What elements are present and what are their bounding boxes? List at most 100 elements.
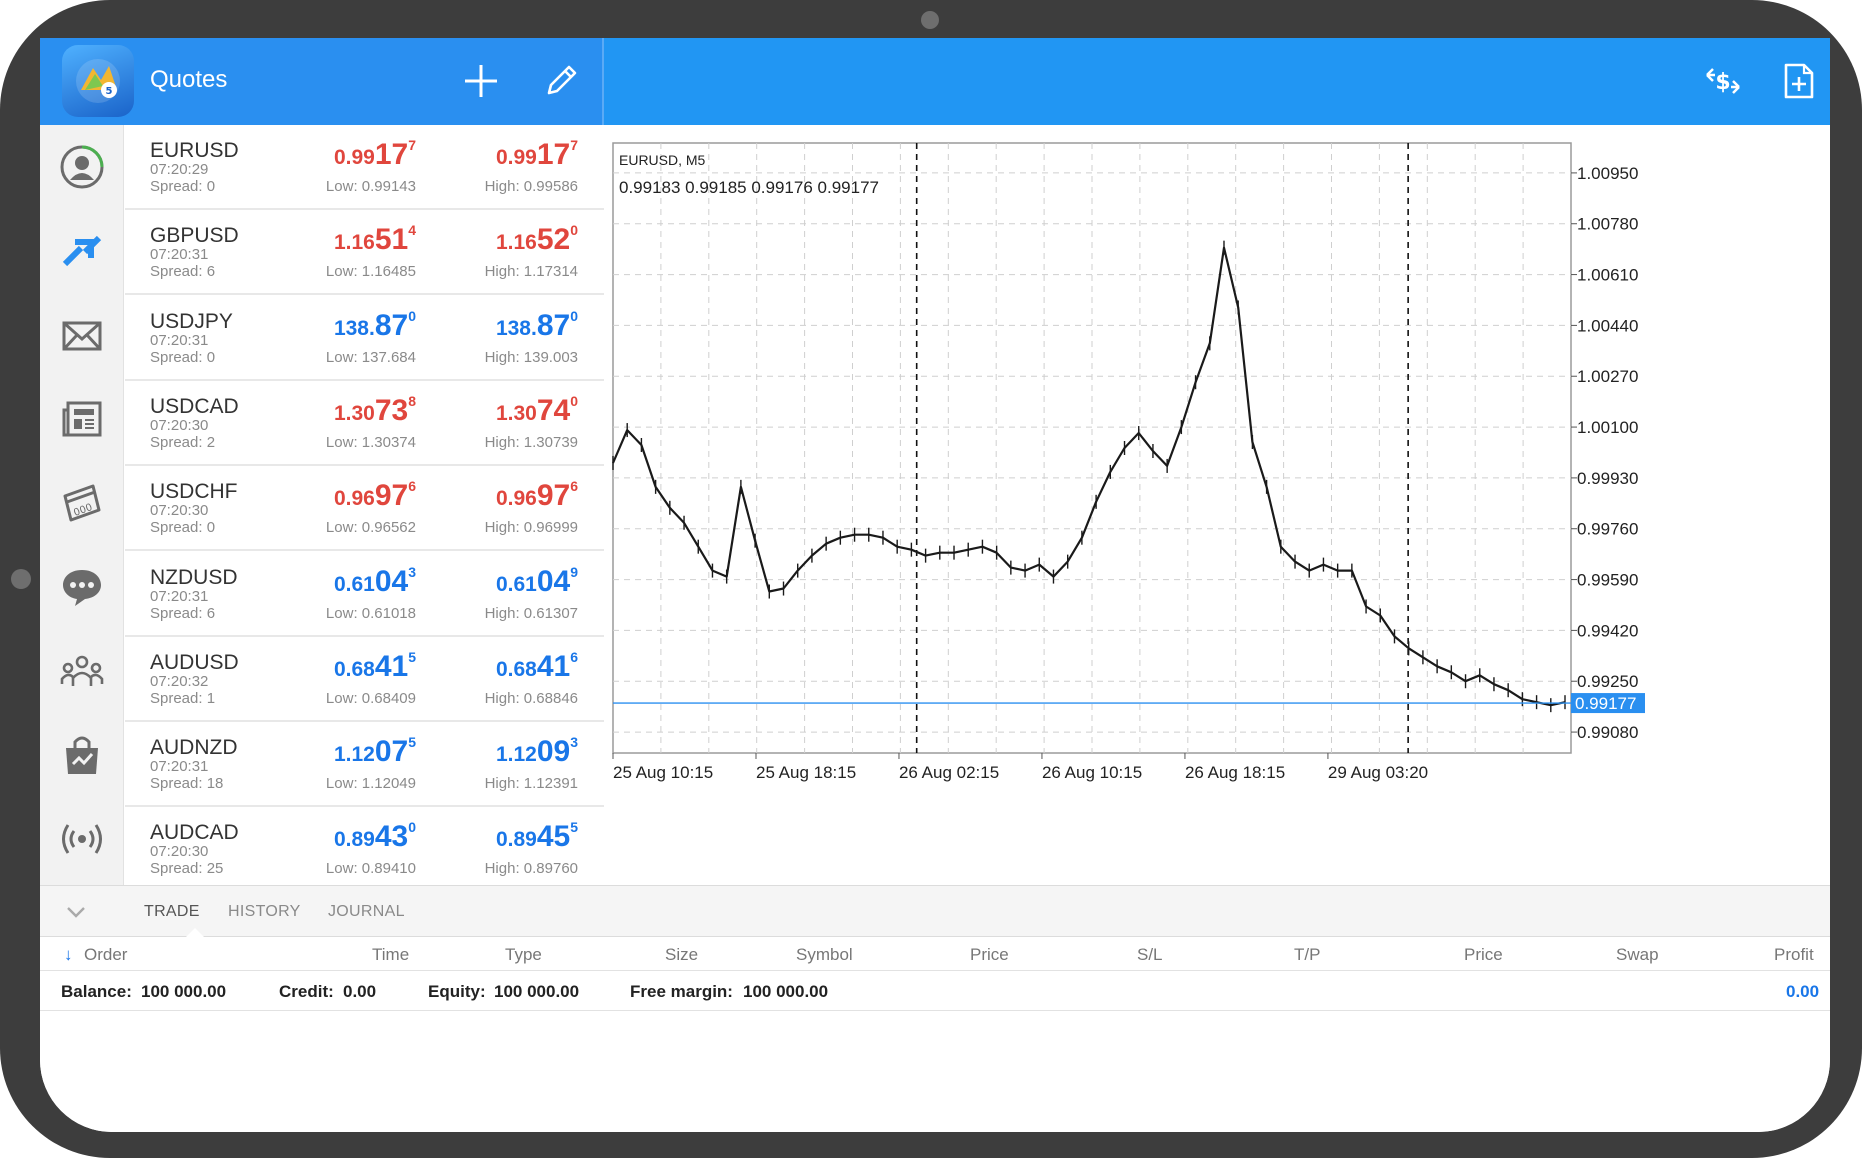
app-logo[interactable]: 5 [62, 45, 134, 117]
ask-price-prefix: 0.99 [495, 146, 537, 169]
quote-time: 07:20:31 [150, 246, 209, 264]
bid-price-pip: 5 [408, 734, 416, 751]
nav-market[interactable] [40, 713, 124, 797]
toolbox-panel: TRADE HISTORY JOURNAL ↓ Order Time Type … [40, 885, 1830, 1132]
column-current-price[interactable]: Price [1464, 945, 1503, 964]
y-tick-label: 0.99420 [1577, 621, 1638, 640]
nav-accounts[interactable] [40, 125, 124, 209]
quote-row[interactable]: USDCHF 07:20:30 Spread: 0 0.96976 0.96976 Low… [125, 466, 604, 552]
bid-price-pip: 3 [408, 563, 416, 580]
quote-spread: Spread: 25 [150, 860, 224, 878]
bid-price-big: 87 [374, 308, 409, 342]
tab-trade[interactable]: TRADE [144, 903, 200, 920]
new-order-button[interactable] [1775, 58, 1821, 104]
y-tick-label: 0.99080 [1577, 723, 1638, 742]
y-tick-label: 1.00780 [1577, 215, 1638, 234]
symbol-name: USDCHF [150, 480, 238, 504]
quote-row[interactable]: AUDCAD 07:20:30 Spread: 25 0.89430 0.89455 Lo… [125, 807, 604, 885]
bid-price-prefix: 1.30 [333, 401, 375, 425]
ask-price-prefix: 0.68 [495, 657, 537, 681]
quote-time: 07:20:31 [150, 331, 209, 349]
metatrader-logo-icon: 5 [76, 59, 120, 103]
ask-price-prefix: 1.30 [495, 401, 537, 425]
quote-spread: Spread: 6 [150, 263, 216, 281]
quote-row[interactable]: EURUSD 07:20:29 Spread: 0 0.99177 0.99177 Low… [125, 125, 604, 210]
symbol-name: USDCAD [150, 394, 239, 418]
nav-quotes[interactable] [40, 209, 124, 293]
nav-signals[interactable] [40, 797, 124, 881]
add-symbol-button[interactable] [458, 58, 504, 104]
balance-label: Balance: [61, 982, 132, 1001]
quote-high: High: 0.96999 [484, 519, 578, 537]
edit-button[interactable] [538, 58, 584, 104]
x-tick-label: 25 Aug 18:15 [756, 763, 856, 782]
bid-price-big: 07 [374, 735, 409, 769]
column-price[interactable]: Price [970, 945, 1009, 964]
column-type[interactable]: Type [505, 945, 542, 964]
tab-history[interactable]: HISTORY [228, 903, 301, 920]
quote-spread: Spread: 6 [150, 604, 216, 622]
nav-chat[interactable] [40, 545, 124, 629]
quote-spread: Spread: 0 [150, 519, 216, 537]
column-profit[interactable]: Profit [1774, 945, 1814, 964]
account-summary-row[interactable]: Balance: 100 000.00 Credit: 0.00 Equity:… [40, 971, 1830, 1011]
quote-low: Low: 0.96562 [325, 519, 416, 537]
quote-spread: Spread: 18 [150, 775, 224, 793]
ask-price-pip: 9 [570, 563, 578, 580]
nav-calendar[interactable]: 000 [40, 461, 124, 545]
bid-price-big: 17 [374, 138, 409, 171]
home-button[interactable] [11, 569, 31, 589]
news-icon [62, 401, 102, 437]
quote-high: High: 0.68846 [484, 689, 578, 707]
quote-low: Low: 1.30374 [325, 433, 416, 451]
x-tick-label: 29 Aug 03:20 [1328, 763, 1428, 782]
ask-price: 1.16520 [496, 222, 578, 258]
column-sl[interactable]: S/L [1137, 945, 1163, 964]
nav-mail[interactable] [40, 293, 124, 377]
quote-low: Low: 0.61018 [325, 604, 416, 622]
bid-price-prefix: 0.96 [333, 487, 375, 511]
tab-journal[interactable]: JOURNAL [328, 903, 405, 920]
column-order[interactable]: Order [84, 945, 128, 964]
column-symbol[interactable]: Symbol [796, 945, 853, 964]
nav-community[interactable] [40, 629, 124, 713]
ask-price-big: 09 [536, 735, 571, 769]
y-tick-label: 1.00100 [1577, 418, 1638, 437]
ask-price: 138.870 [496, 308, 578, 344]
ask-price-prefix: 138. [495, 316, 537, 340]
signals-icon [62, 824, 102, 854]
bid-price-prefix: 0.68 [333, 657, 375, 681]
chart-svg[interactable]: 1.00950 1.00780 1.00610 1.00440 1.00270 1.001… [608, 125, 1830, 885]
x-tick-label: 26 Aug 02:15 [899, 763, 999, 782]
nav-news[interactable] [40, 377, 124, 461]
ask-price-pip: 6 [570, 478, 578, 495]
ask-price-big: 04 [536, 564, 571, 598]
quote-row[interactable]: USDCAD 07:20:30 Spread: 2 1.30738 1.30740 Low… [125, 381, 604, 466]
chevron-down-icon[interactable] [62, 900, 90, 924]
price-chart[interactable]: 1.00950 1.00780 1.00610 1.00440 1.00270 1.001… [608, 125, 1830, 885]
mail-icon [62, 321, 102, 351]
column-time[interactable]: Time [372, 945, 410, 964]
quote-row[interactable]: GBPUSD 07:20:31 Spread: 6 1.16514 1.16520 Low… [125, 210, 604, 296]
bid-price: 1.12075 [334, 734, 416, 770]
quote-row[interactable]: AUDNZD 07:20:31 Spread: 18 1.12075 1.12093 Lo… [125, 722, 604, 808]
price-series-line [611, 246, 1566, 707]
sort-arrow-icon[interactable]: ↓ [64, 945, 73, 964]
quote-row[interactable]: NZDUSD 07:20:31 Spread: 6 0.61043 0.61049 Low… [125, 552, 604, 637]
quote-row[interactable]: AUDUSD 07:20:32 Spread: 1 0.68415 0.68416 Low… [125, 637, 604, 722]
y-tick-label: 1.00610 [1577, 266, 1638, 285]
column-size[interactable]: Size [665, 945, 699, 964]
symbol-switch-button[interactable]: $ [1700, 58, 1746, 104]
column-tp[interactable]: T/P [1294, 945, 1321, 964]
column-swap[interactable]: Swap [1616, 945, 1659, 964]
quote-time: 07:20:31 [150, 587, 209, 605]
page-title: Quotes [150, 66, 228, 93]
community-icon [60, 655, 104, 686]
top-bar: 5 Quotes $ [40, 38, 1830, 125]
ask-price-big: 87 [536, 308, 571, 342]
currency-exchange-icon: $ [1706, 68, 1740, 95]
app-screen: 5 Quotes $ [40, 38, 1830, 1132]
ask-price-prefix: 1.16 [495, 231, 537, 255]
quote-time: 07:20:30 [150, 502, 209, 520]
quote-row[interactable]: USDJPY 07:20:31 Spread: 0 138.870 138.870 Low… [125, 296, 604, 381]
